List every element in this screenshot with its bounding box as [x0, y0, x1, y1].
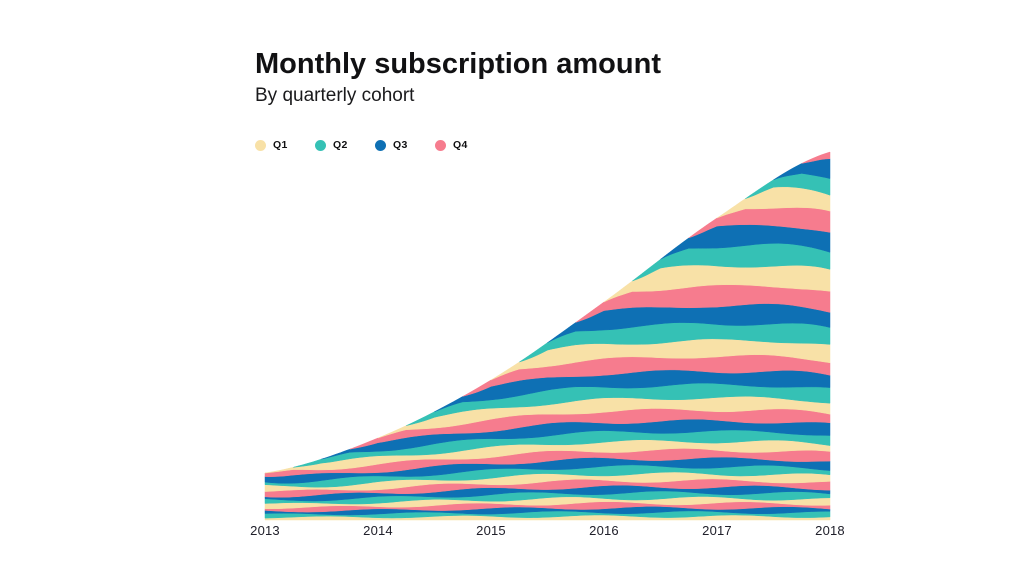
cohort-stripe-2017-q3	[773, 158, 831, 181]
legend-item-q4: Q4	[435, 139, 469, 151]
legend-item-q2: Q2	[315, 139, 349, 151]
chart-title: Monthly subscription amount	[255, 48, 661, 80]
legend-item-q1: Q1	[255, 139, 289, 151]
legend: Q1 Q2 Q3 Q4	[255, 139, 469, 151]
legend-swatch-q2-icon	[315, 139, 326, 151]
legend-item-q3: Q3	[375, 139, 409, 151]
legend-label-q2: Q2	[333, 139, 348, 151]
legend-swatch-q1-icon	[255, 139, 266, 151]
legend-label-q4: Q4	[453, 139, 468, 151]
legend-label-q1: Q1	[273, 139, 288, 151]
chart-subtitle: By quarterly cohort	[255, 85, 415, 106]
legend-label-q3: Q3	[393, 139, 408, 151]
legend-swatch-q3-icon	[375, 139, 386, 151]
cohort-stripe-2017-q4	[801, 151, 831, 164]
legend-swatch-q4-icon	[435, 139, 446, 151]
